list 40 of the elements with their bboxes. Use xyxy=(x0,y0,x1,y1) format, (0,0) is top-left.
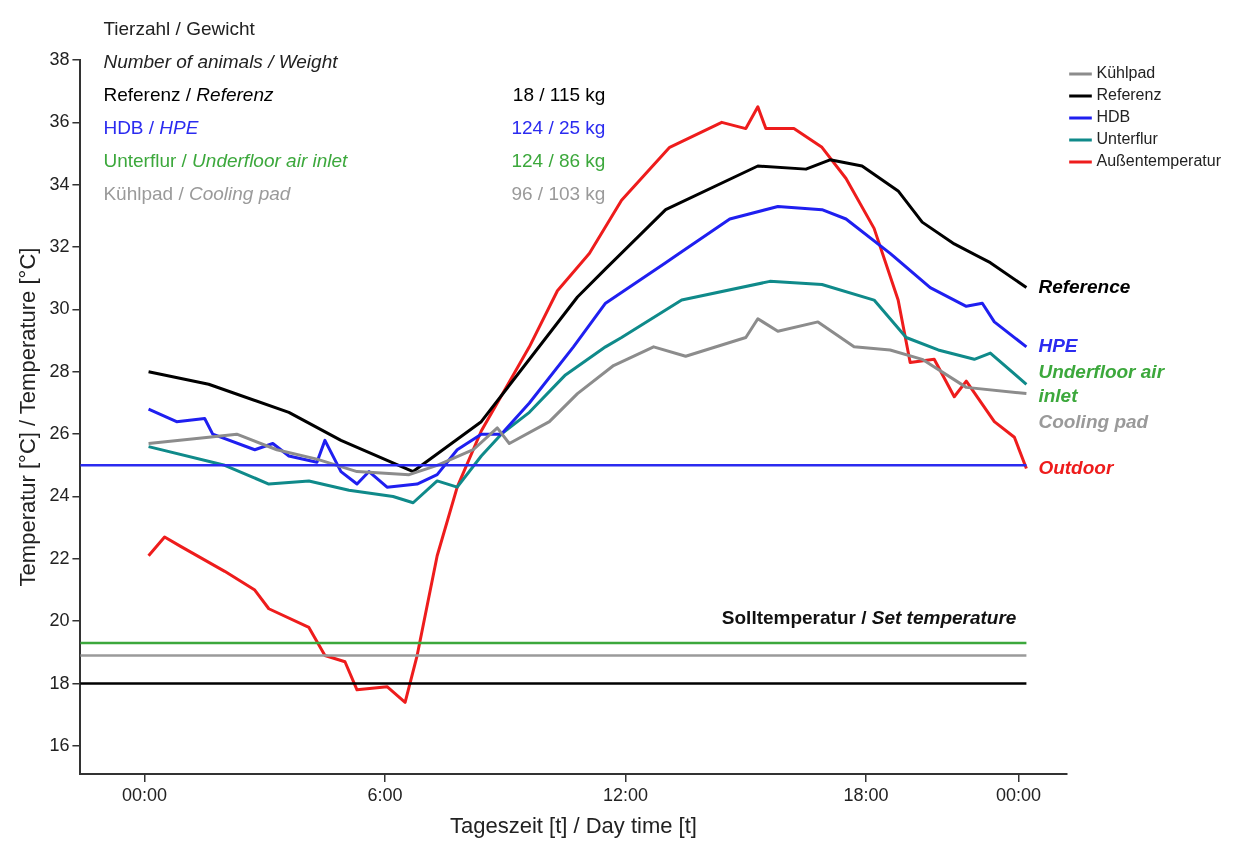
x-tick-label: 00:00 xyxy=(122,784,168,805)
x-tick-label: 18:00 xyxy=(843,784,889,805)
annotation: 124 / 25 kg xyxy=(511,117,606,139)
y-tick-label: 30 xyxy=(49,298,70,319)
y-tick-label: 32 xyxy=(49,236,70,257)
annotation: Unterflur / Underfloor air inlet xyxy=(103,150,349,172)
y-tick-label: 18 xyxy=(49,672,70,693)
annotation: Referenz / Referenz xyxy=(103,84,274,106)
annotation: Number of animals / Weight xyxy=(103,51,339,73)
annotation: Outdoor xyxy=(1038,456,1115,478)
annotation: Cooling pad xyxy=(1038,411,1149,433)
annotation: Solltemperatur / Set temperature xyxy=(721,607,1017,629)
x-tick-label: 6:00 xyxy=(367,784,403,805)
annotation: Kühlpad / Cooling pad xyxy=(103,183,292,205)
legend-label: Kühlpad xyxy=(1096,64,1156,82)
y-tick-label: 26 xyxy=(49,423,70,444)
legend-label: Referenz xyxy=(1096,86,1162,104)
y-tick-label: 16 xyxy=(49,734,70,755)
y-axis-title: Temperatur [°C] / Temperature [°C] xyxy=(15,247,41,587)
y-tick-label: 20 xyxy=(49,610,70,631)
annotation: 124 / 86 kg xyxy=(511,150,606,172)
y-tick-label: 28 xyxy=(49,360,70,381)
legend-label: HDB xyxy=(1096,108,1131,126)
annotation: Reference xyxy=(1038,275,1131,297)
legend-label: Außentemperatur xyxy=(1096,152,1222,170)
y-tick-label: 38 xyxy=(49,48,70,69)
y-tick-label: 22 xyxy=(49,547,70,568)
annotation: HDB / HPE xyxy=(103,117,199,139)
legend-label: Unterflur xyxy=(1096,130,1159,148)
y-tick-label: 34 xyxy=(49,173,70,194)
x-tick-label: 00:00 xyxy=(995,784,1041,805)
x-tick-label: 12:00 xyxy=(603,784,649,805)
text: Tierzahl / Gewicht xyxy=(103,18,256,40)
annotation: 96 / 103 kg xyxy=(511,183,606,205)
annotation: HPE xyxy=(1038,335,1079,357)
y-tick-label: 36 xyxy=(49,111,70,132)
annotation: Underfloor air inlet xyxy=(1038,361,1166,407)
annotation: 18 / 115 kg xyxy=(512,84,606,106)
y-tick-label: 24 xyxy=(49,485,70,506)
x-axis-title: Tageszeit [t] / Day time [t] xyxy=(449,812,697,838)
